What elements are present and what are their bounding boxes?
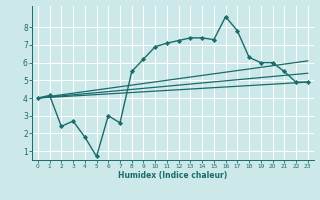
X-axis label: Humidex (Indice chaleur): Humidex (Indice chaleur)	[118, 171, 228, 180]
